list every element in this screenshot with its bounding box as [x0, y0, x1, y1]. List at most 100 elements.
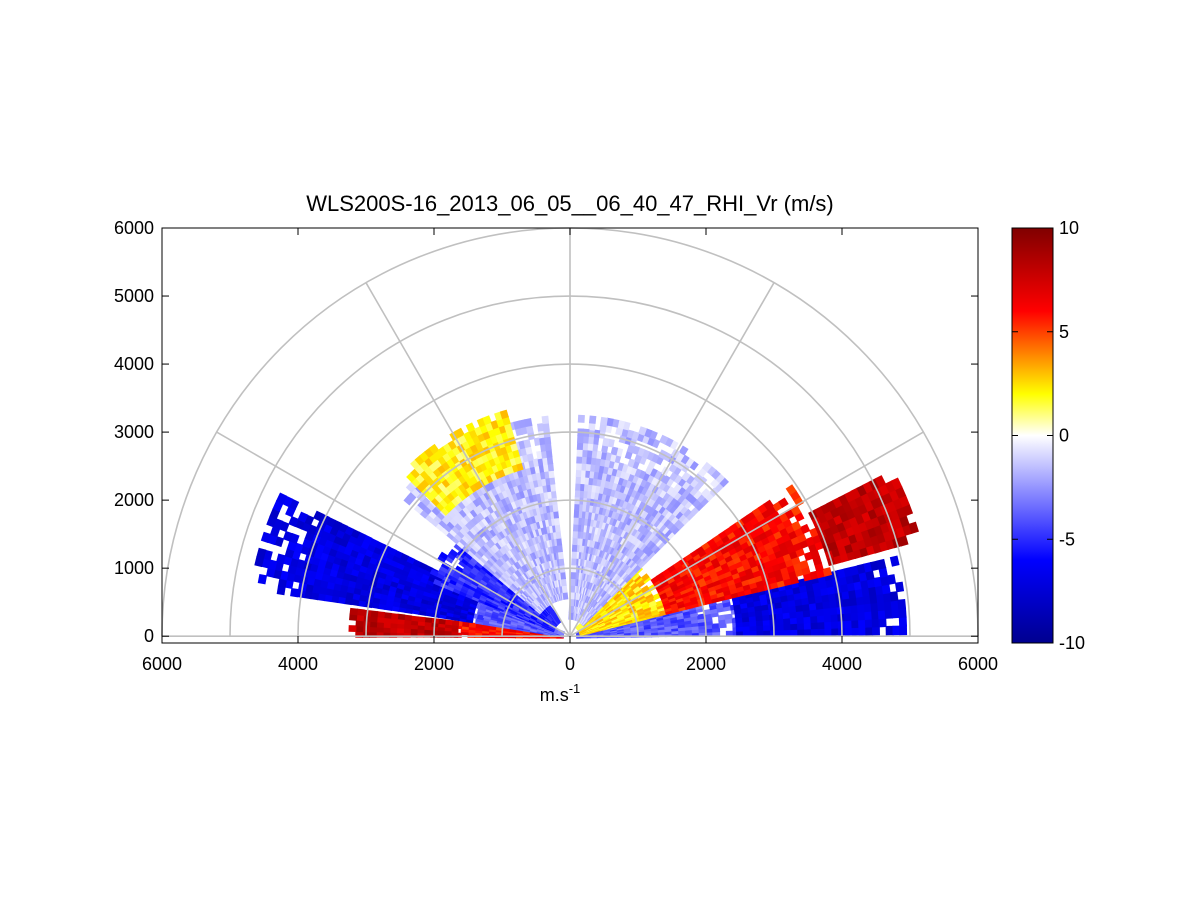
velocity-cell [413, 504, 424, 515]
velocity-cell [858, 618, 867, 628]
velocity-cell [782, 611, 791, 620]
velocity-cell [799, 590, 809, 600]
velocity-cell [514, 455, 522, 465]
velocity-cell [885, 625, 894, 636]
velocity-cell [571, 543, 578, 552]
velocity-cell [889, 591, 899, 602]
velocity-cell [783, 623, 792, 631]
velocity-cell [807, 595, 817, 605]
velocity-cell [601, 444, 609, 454]
velocity-cell [369, 615, 378, 623]
x-axis-label-superscript: -1 [569, 681, 581, 696]
velocity-cell [658, 609, 667, 617]
velocity-cell [821, 593, 831, 603]
velocity-cell [692, 489, 703, 500]
velocity-cell [324, 587, 334, 596]
velocity-cell [688, 460, 699, 471]
velocity-cell [717, 572, 727, 581]
velocity-cell [623, 493, 632, 503]
velocity-cell [858, 626, 867, 636]
velocity-cell [864, 610, 873, 620]
velocity-cell [406, 472, 417, 483]
velocity-cell [382, 621, 391, 629]
velocity-cell [864, 618, 873, 628]
velocity-cell [822, 567, 833, 577]
velocity-cell [516, 462, 524, 472]
velocity-cell [882, 592, 892, 603]
velocity-cell [419, 576, 429, 584]
velocity-cell [375, 621, 385, 628]
colorbar-tick-label: 10 [1059, 218, 1079, 238]
velocity-cell [844, 619, 853, 629]
velocity-cell [592, 436, 600, 445]
velocity-cell [725, 630, 734, 637]
velocity-cell [876, 593, 885, 604]
velocity-cell [846, 581, 856, 592]
velocity-cell [841, 590, 851, 600]
velocity-cell [827, 592, 837, 602]
x-tick-label: 6000 [958, 654, 998, 674]
velocity-cell [560, 577, 567, 587]
velocity-cell [615, 426, 624, 436]
velocity-cell [899, 625, 908, 636]
velocity-cell [778, 497, 789, 509]
velocity-cell [348, 625, 357, 633]
polar-grid [161, 227, 979, 637]
velocity-cell [575, 469, 582, 478]
velocity-cell [555, 628, 566, 637]
velocity-cell [582, 435, 589, 444]
velocity-cell [685, 474, 695, 485]
velocity-cell [890, 599, 900, 610]
velocity-cell [585, 449, 593, 458]
velocity-cell [817, 627, 826, 636]
velocity-cell [586, 442, 594, 451]
velocity-cell [871, 610, 880, 620]
velocity-cell [706, 581, 716, 589]
velocity-cell [579, 476, 586, 485]
velocity-cell [858, 571, 868, 582]
velocity-cell [389, 617, 399, 624]
velocity-cell [574, 503, 580, 512]
y-tick-label: 6000 [114, 218, 154, 238]
velocity-cell [892, 625, 901, 636]
velocity-cell [816, 607, 825, 617]
velocity-cell [805, 582, 815, 592]
velocity-cell [349, 613, 358, 621]
velocity-cell [402, 627, 411, 634]
velocity-cell [572, 537, 578, 546]
velocity-cell [814, 594, 824, 604]
velocity-cell [854, 588, 864, 598]
velocity-cell [505, 429, 515, 439]
velocity-cell [886, 574, 897, 585]
velocity-cell [396, 613, 406, 621]
velocity-cell [330, 594, 340, 604]
velocity-cell [736, 630, 744, 637]
velocity-cell [897, 599, 907, 610]
velocity-cell [795, 610, 805, 618]
velocity-cell [525, 445, 533, 455]
velocity-cell [673, 474, 683, 485]
velocity-cell [796, 616, 805, 624]
velocity-cell [292, 573, 302, 584]
velocity-cell [863, 602, 873, 613]
velocity-cell [878, 617, 887, 628]
velocity-cell [898, 494, 910, 508]
velocity-cell [856, 563, 867, 574]
velocity-cell [504, 495, 512, 505]
colorbar-tick-label: -5 [1059, 529, 1075, 549]
velocity-cell [889, 555, 900, 567]
velocity-cell [653, 469, 663, 480]
velocity-cell [269, 526, 281, 538]
velocity-cell [382, 626, 391, 633]
velocity-cell [843, 604, 852, 614]
velocity-cell [619, 491, 628, 502]
velocity-cell [855, 595, 865, 606]
velocity-cell [700, 488, 711, 499]
velocity-cell [375, 626, 384, 633]
velocity-cell [715, 568, 725, 577]
chart-title: WLS200S-16_2013_06_05__06_40_47_RHI_Vr (… [306, 191, 834, 216]
x-axis-label-base: m.s [540, 685, 569, 705]
velocity-cell [600, 416, 608, 426]
velocity-cell [545, 449, 553, 458]
velocity-cell [794, 597, 804, 607]
